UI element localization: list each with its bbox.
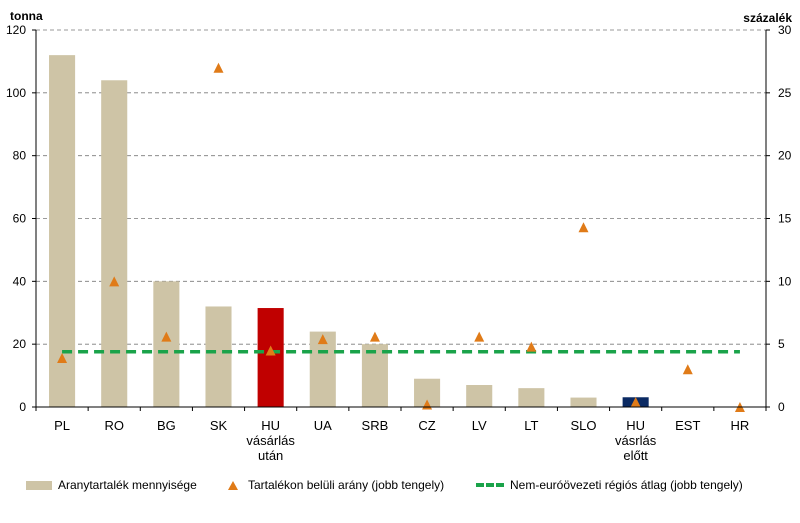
right-tick-label: 30 (778, 23, 792, 37)
category-label: BG (157, 418, 176, 433)
category-label: SRB (362, 418, 389, 433)
left-tick-label: 40 (13, 274, 27, 288)
triangle-icon (228, 480, 238, 490)
category-label: HU (261, 418, 280, 433)
category-label: SLO (570, 418, 596, 433)
bar (466, 385, 493, 407)
left-tick-label: 60 (13, 212, 27, 226)
category-label: LT (524, 418, 538, 433)
right-axis-unit: százalék (743, 11, 792, 25)
category-label: LV (472, 418, 487, 433)
right-tick-label: 0 (778, 400, 785, 414)
legend-bar-swatch (26, 480, 52, 490)
bar (570, 397, 597, 407)
category-label: EST (675, 418, 700, 433)
category-label: HR (731, 418, 750, 433)
left-tick-label: 120 (6, 23, 26, 37)
bar (361, 344, 388, 407)
axes (32, 29, 770, 411)
right-tick-label: 25 (778, 86, 792, 100)
marker-point (526, 341, 537, 352)
right-tick-label: 5 (778, 337, 785, 351)
left-tick-label: 80 (13, 149, 27, 163)
bar (101, 80, 128, 408)
marker-point (317, 334, 328, 345)
marker-point (630, 396, 641, 407)
right-tick-label: 10 (778, 274, 792, 288)
category-label: SK (210, 418, 228, 433)
bar (257, 308, 284, 407)
category-label: UA (314, 418, 332, 433)
category-label: előtt (623, 448, 648, 463)
marker-point (213, 62, 224, 73)
marker-point (109, 276, 120, 287)
gridlines (36, 29, 766, 345)
legend-item-line: Nem-euróövezeti régiós átlag (jobb tenge… (476, 478, 743, 492)
marker-point (578, 222, 589, 233)
category-label: után (258, 448, 283, 463)
category-label: vásrlás (615, 433, 657, 448)
marker-point (161, 331, 172, 342)
category-label: CZ (418, 418, 435, 433)
bar-series (49, 55, 649, 408)
left-tick-label: 100 (6, 86, 26, 100)
marker-point (474, 331, 485, 342)
marker-point (682, 364, 693, 375)
left-axis-unit: tonna (10, 9, 43, 23)
category-label: RO (104, 418, 124, 433)
category-label: PL (54, 418, 70, 433)
bar (205, 306, 232, 407)
bar (153, 281, 180, 407)
legend-item-bar: Aranytartalék mennyisége (26, 478, 197, 492)
left-tick-label: 0 (19, 400, 26, 414)
bar (518, 388, 545, 407)
right-tick-label: 20 (778, 149, 792, 163)
right-tick-label: 15 (778, 212, 792, 226)
category-label: vásárlás (246, 433, 295, 448)
category-label: HU (626, 418, 645, 433)
legend-label-marker: Tartalékon belüli arány (jobb tengely) (248, 478, 445, 492)
bar (49, 55, 76, 408)
marker-point (265, 345, 276, 356)
legend-label-line: Nem-euróövezeti régiós átlag (jobb tenge… (510, 478, 743, 492)
legend: Aranytartalék mennyisége Tartalékon belü… (0, 476, 800, 498)
marker-point (57, 352, 68, 363)
legend-item-marker: Tartalékon belüli arány (jobb tengely) (220, 478, 444, 492)
left-tick-label: 20 (13, 337, 27, 351)
legend-dash-swatch (476, 483, 504, 487)
bar (309, 331, 336, 407)
marker-point (369, 331, 380, 342)
legend-label-bar: Aranytartalék mennyisége (58, 478, 197, 492)
